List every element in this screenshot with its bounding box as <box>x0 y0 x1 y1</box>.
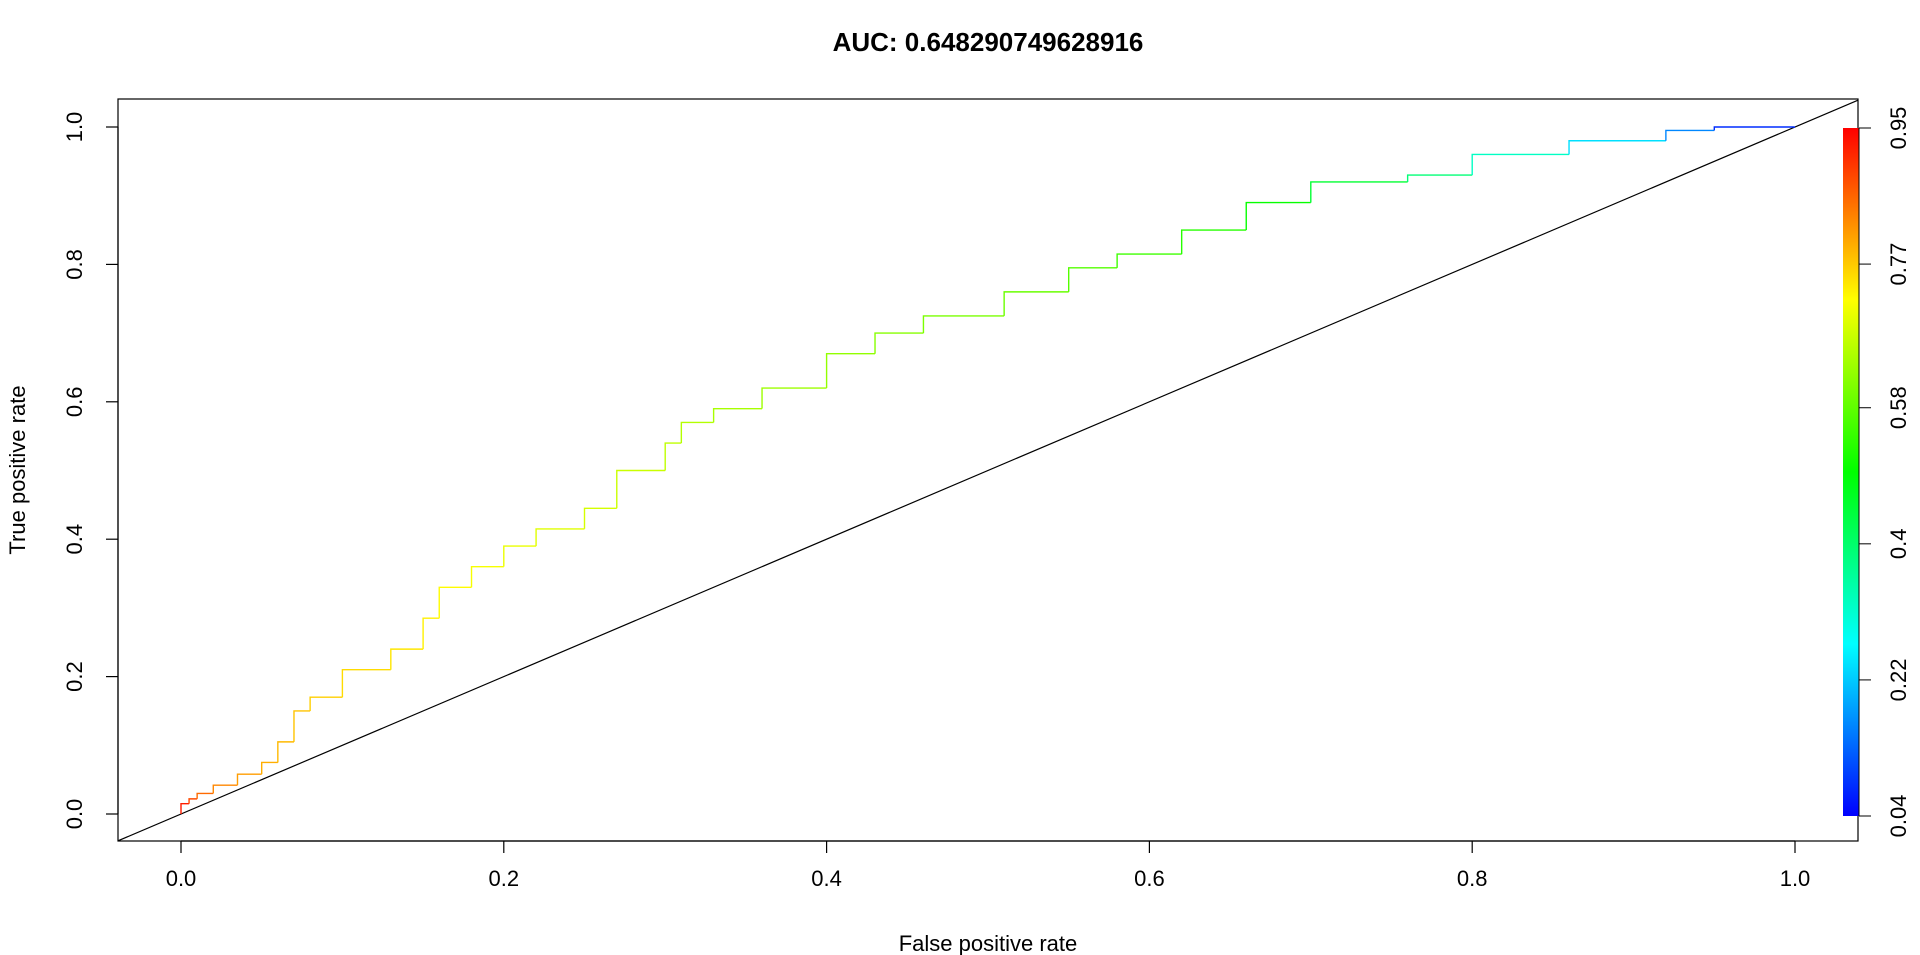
roc-segment <box>1471 153 1570 176</box>
roc-segment <box>293 710 311 742</box>
roc-segment <box>212 784 238 794</box>
roc-curve <box>180 126 1795 814</box>
colorbar-tick-label: 0.22 <box>1886 658 1911 701</box>
y-tick-label: 1.0 <box>62 112 87 143</box>
roc-segment <box>664 442 682 471</box>
roc-segment <box>680 421 714 444</box>
roc-segment <box>1665 129 1715 141</box>
roc-segment <box>922 315 1005 334</box>
y-tick-label: 0.4 <box>62 524 87 555</box>
colorbar-tick-label: 0.04 <box>1886 795 1911 838</box>
roc-segment <box>196 792 214 799</box>
roc-segment <box>825 353 876 389</box>
roc-segment <box>1568 140 1666 155</box>
roc-segment <box>470 565 504 588</box>
roc-segment <box>236 773 262 786</box>
roc-segment <box>188 798 198 804</box>
roc-segment <box>261 761 278 775</box>
y-tick-label: 0.0 <box>62 799 87 830</box>
colorbar-tick-label: 0.77 <box>1886 243 1911 286</box>
x-tick-label: 0.2 <box>489 866 520 891</box>
roc-segment <box>1406 174 1473 182</box>
roc-segment <box>503 545 537 567</box>
roc-segment <box>874 332 924 354</box>
x-tick-label: 0.6 <box>1134 866 1165 891</box>
roc-segment <box>277 741 294 763</box>
roc-segment <box>309 696 343 711</box>
y-axis-label: True positive rate <box>5 385 30 554</box>
roc-segment <box>1713 126 1795 131</box>
roc-segment <box>712 407 763 423</box>
roc-segment <box>1245 201 1311 231</box>
roc-segment <box>180 802 190 814</box>
y-tick-label: 0.6 <box>62 387 87 418</box>
roc-segment <box>616 469 666 509</box>
diagonal-reference-line <box>117 99 1859 842</box>
roc-segment <box>1310 181 1408 203</box>
roc-segment <box>438 586 472 619</box>
roc-segment <box>1068 267 1118 292</box>
roc-segment <box>535 528 585 547</box>
colorbar-axis: 0.04 0.22 0.4 0.58 0.77 0.95 <box>1858 107 1911 838</box>
x-axis-label: False positive rate <box>899 931 1078 955</box>
colorbar-tick-label: 0.95 <box>1886 107 1911 150</box>
roc-segment <box>761 387 827 409</box>
x-tick-label: 0.8 <box>1457 866 1488 891</box>
x-tick-label: 0.4 <box>811 866 842 891</box>
y-tick-label: 0.2 <box>62 661 87 692</box>
roc-segment <box>1116 253 1182 268</box>
colorbar-tick-label: 0.4 <box>1886 529 1911 560</box>
colorbar-tick-label: 0.58 <box>1886 386 1911 429</box>
x-tick-label: 0.0 <box>166 866 197 891</box>
y-axis: 0.0 0.2 0.4 0.6 0.8 1.0 <box>62 112 119 830</box>
roc-segment <box>422 617 440 650</box>
roc-segment <box>583 507 617 529</box>
y-tick-label: 0.8 <box>62 249 87 280</box>
roc-segment <box>341 669 391 698</box>
colorbar <box>1843 128 1859 816</box>
x-axis: 0.0 0.2 0.4 0.6 0.8 1.0 <box>166 840 1811 891</box>
x-tick-label: 1.0 <box>1780 866 1811 891</box>
roc-segment <box>1180 229 1247 255</box>
roc-segment <box>390 648 424 670</box>
roc-segment <box>1003 291 1069 316</box>
chart-title: AUC: 0.648290749628916 <box>833 27 1144 57</box>
